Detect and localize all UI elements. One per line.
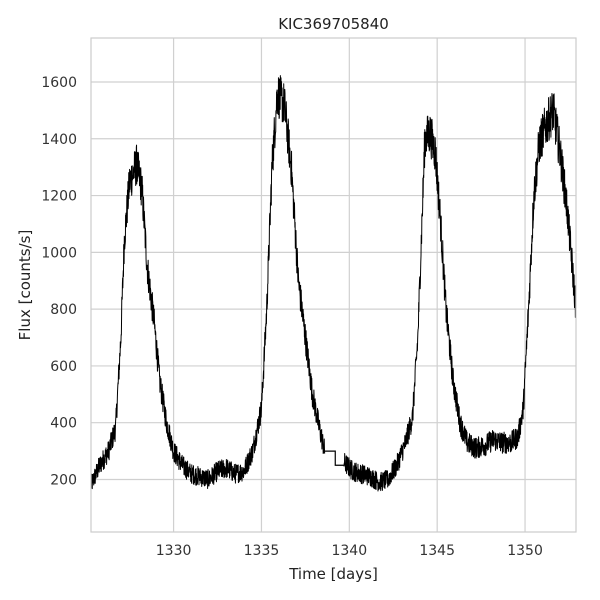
y-tick-label: 1000 xyxy=(41,245,77,261)
plot-frame xyxy=(90,37,577,533)
x-axis-label: Time [days] xyxy=(288,565,378,583)
flux-gap-step-line xyxy=(324,450,345,466)
x-tick-label: 1340 xyxy=(331,543,367,559)
y-tick-labels: 200 400 600 800 1000 1200 1400 1600 xyxy=(41,75,77,488)
flux-line-segment-1 xyxy=(90,75,326,490)
x-tick-label: 1330 xyxy=(156,543,192,559)
y-axis-label: Flux [counts/s] xyxy=(16,230,34,341)
y-tick-label: 1400 xyxy=(41,132,77,148)
x-tick-label: 1345 xyxy=(419,543,455,559)
plot-background xyxy=(91,38,576,532)
x-tick-labels: 1330 1335 1340 1345 1350 xyxy=(156,543,543,559)
y-tick-label: 400 xyxy=(50,416,77,432)
x-tick-label: 1335 xyxy=(244,543,280,559)
chart-title: KIC369705840 xyxy=(278,15,389,33)
y-tick-label: 200 xyxy=(50,472,77,488)
y-tick-label: 1200 xyxy=(41,189,77,205)
grid xyxy=(91,38,576,532)
y-tick-label: 1600 xyxy=(41,75,77,91)
x-tick-label: 1350 xyxy=(507,543,543,559)
y-tick-label: 800 xyxy=(50,302,77,318)
y-tick-label: 600 xyxy=(50,359,77,375)
series-layer xyxy=(90,75,577,492)
flux-line-segment-2 xyxy=(343,92,577,492)
